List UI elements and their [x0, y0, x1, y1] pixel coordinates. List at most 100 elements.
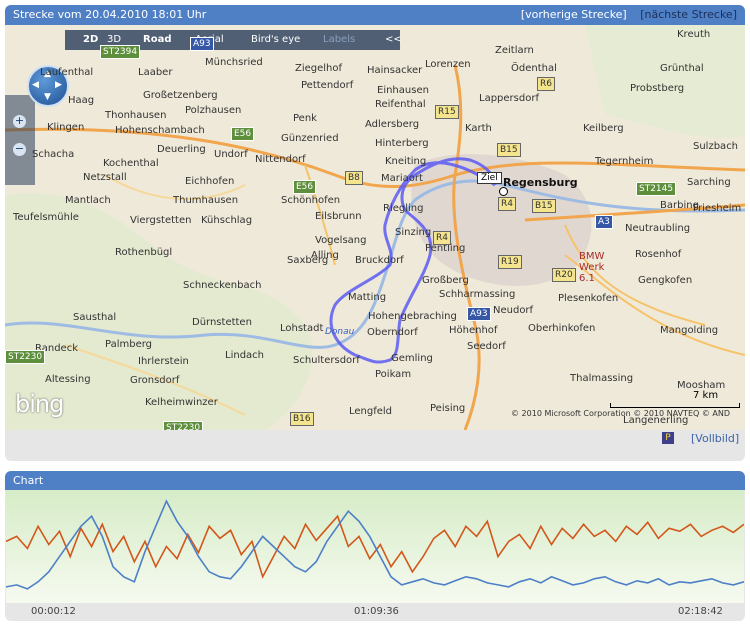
series-line-0: [6, 514, 744, 579]
place-label: Netzstall: [83, 172, 127, 183]
road-shield: ST2145: [636, 182, 677, 196]
map[interactable]: 2D 3D Road Aerial Bird's eye Labels << +…: [5, 25, 745, 430]
zoom-in-icon[interactable]: +: [13, 114, 26, 128]
place-label: Friesheim: [693, 203, 742, 214]
place-label: Kühschlag: [201, 215, 253, 226]
place-label: Höhenhof: [449, 325, 498, 336]
road-shield: B15: [532, 199, 556, 213]
collapse-toolbar-button[interactable]: <<: [385, 34, 402, 45]
place-label: Lengfeld: [349, 406, 393, 417]
place-label: Lorenzen: [425, 59, 471, 70]
chart-svg: [6, 499, 744, 590]
pushpin-icon[interactable]: P: [662, 432, 674, 444]
place-label: Moosham: [677, 380, 726, 391]
place-label: Bruckdorf: [355, 255, 404, 266]
road-shield: R15: [435, 105, 459, 119]
chart-plot-area: [6, 490, 744, 603]
place-label: Klingen: [47, 122, 85, 133]
route-title: Strecke vom 20.04.2010 18:01 Uhr: [13, 8, 207, 21]
place-label: Hainsacker: [367, 65, 423, 76]
place-label: Mariaort: [381, 173, 423, 184]
place-label: Grünthal: [660, 63, 704, 74]
place-label: Saxberg: [287, 255, 329, 266]
place-label: Thalmassing: [570, 373, 634, 384]
place-label: Altessing: [45, 374, 91, 385]
place-label: Langenerling: [623, 415, 689, 426]
road-shield: B8: [345, 171, 363, 185]
road-shield: B16: [290, 412, 314, 426]
place-label: Viergstetten: [130, 215, 192, 226]
x-tick-label: 02:18:42: [678, 606, 723, 617]
chart-panel: Chart 00:00:12 01:09:36 02:18:42: [5, 471, 745, 621]
road-shield: ST2394: [100, 45, 141, 59]
place-label: Deuerling: [157, 144, 206, 155]
place-label: Seedorf: [467, 341, 506, 352]
chart-header: Chart: [5, 471, 745, 490]
place-label: Kelheimwinzer: [145, 397, 218, 408]
labels-toggle[interactable]: Labels: [323, 34, 356, 45]
place-label: Oberhinkofen: [528, 323, 596, 334]
place-label: BMW Werk 6.1: [579, 251, 605, 284]
previous-route-link[interactable]: [vorherige Strecke]: [520, 8, 627, 21]
road-shield: R4: [433, 231, 451, 245]
place-label: Randeck: [35, 343, 78, 354]
place-label: Großberg: [422, 275, 469, 286]
place-label: Karth: [465, 123, 492, 134]
place-label: Barbing: [660, 200, 699, 211]
road-style-button[interactable]: Road: [143, 34, 172, 45]
place-label: Laaber: [138, 67, 173, 78]
road-shield: E56: [231, 127, 255, 141]
next-route-link[interactable]: [nächste Strecke]: [640, 8, 737, 21]
place-label: Plesenkofen: [558, 293, 619, 304]
route-panel: Strecke vom 20.04.2010 18:01 Uhr [vorher…: [5, 5, 745, 461]
view-2d-button[interactable]: 2D: [83, 34, 99, 45]
place-label: Großetzenberg: [143, 90, 218, 101]
place-label: Nittendorf: [255, 154, 306, 165]
scale-label: 7 km: [693, 390, 719, 401]
place-label: Kochenthal: [103, 158, 159, 169]
place-label: Peising: [430, 403, 466, 414]
place-label: Probstberg: [630, 83, 685, 94]
place-label: Pentling: [425, 243, 466, 254]
route-nav: [vorherige Strecke] [nächste Strecke]: [521, 8, 737, 21]
place-label: Laufenthal: [40, 67, 94, 78]
road-shield: R6: [537, 77, 555, 91]
road-shield: ST2230: [163, 421, 204, 430]
place-label: Schneckenbach: [183, 280, 262, 291]
place-label: Schultersdorf: [293, 355, 360, 366]
place-label: Münchsried: [205, 57, 263, 68]
place-label: Riegling: [383, 203, 424, 214]
place-label: Hohengebraching: [368, 311, 457, 322]
place-label: Lindach: [225, 350, 264, 361]
place-label: Neudorf: [493, 305, 534, 316]
view-3d-button[interactable]: 3D: [107, 34, 122, 45]
birds-eye-button[interactable]: Bird's eye: [251, 34, 301, 45]
bing-logo: bing: [15, 390, 64, 418]
place-label: Tegernheim: [595, 156, 654, 167]
destination-dot-icon: [499, 187, 508, 196]
x-tick-label: 01:09:36: [354, 606, 399, 617]
place-label: Gemling: [391, 353, 433, 364]
place-label: Ziegelhof: [295, 63, 343, 74]
place-label: Pettendorf: [301, 80, 354, 91]
series-line-1: [6, 499, 744, 590]
place-label: Mantlach: [65, 195, 111, 206]
place-label: Matting: [348, 292, 387, 303]
pan-control-icon[interactable]: ▲ ▼ ◀ ▶: [27, 65, 69, 107]
place-label: Gronsdorf: [130, 375, 180, 386]
road-shield: R20: [552, 268, 576, 282]
place-label: Hohenschambach: [115, 125, 205, 136]
road-shield: A93: [190, 37, 214, 51]
zoom-out-icon[interactable]: −: [13, 142, 26, 156]
place-label: Adlersberg: [365, 119, 420, 130]
place-label: Zeitlarn: [495, 45, 534, 56]
place-label: Undorf: [214, 149, 248, 160]
place-label: Polzhausen: [185, 105, 242, 116]
place-label: Eilsbrunn: [315, 211, 362, 222]
place-label: Rosenhof: [635, 249, 682, 260]
road-shield: ST2230: [5, 350, 46, 364]
place-label: Thonhausen: [105, 110, 167, 121]
place-label: Gengkofen: [638, 275, 693, 286]
place-label: Hinterberg: [375, 138, 429, 149]
fullscreen-link[interactable]: [Vollbild]: [691, 432, 740, 445]
